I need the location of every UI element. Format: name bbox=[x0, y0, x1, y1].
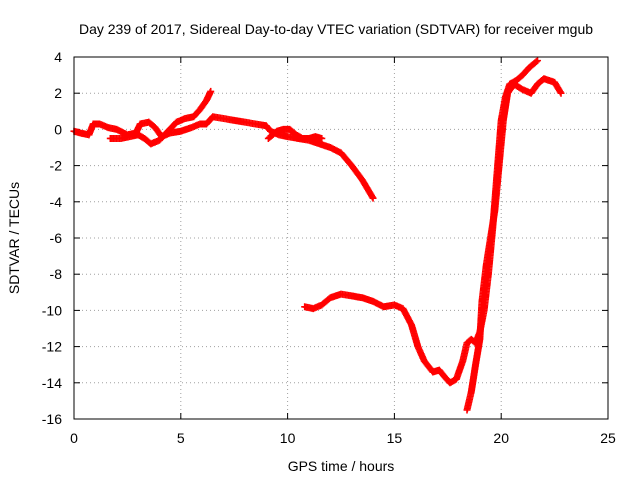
data-point-marker bbox=[369, 194, 377, 202]
data-layer bbox=[70, 57, 565, 414]
y-tick-label: -16 bbox=[42, 411, 62, 427]
ticks bbox=[73, 56, 609, 420]
plot-border bbox=[73, 56, 609, 420]
series-segment-5 bbox=[463, 75, 565, 414]
x-tick-label: 15 bbox=[387, 430, 403, 446]
y-tick-label: -14 bbox=[42, 375, 62, 391]
data-point-marker bbox=[556, 88, 564, 96]
y-tick-label: -10 bbox=[42, 302, 62, 318]
y-tick-label: -2 bbox=[50, 158, 63, 174]
data-point-marker bbox=[557, 89, 565, 97]
x-tick-label: 5 bbox=[177, 430, 185, 446]
x-tick-label: 20 bbox=[493, 430, 509, 446]
tick-labels: 0 5 10 15 20 25 -16 -14 -12 -10 -8 -6 -4 -2 0 2 4 bbox=[42, 49, 616, 446]
y-tick-label: -6 bbox=[50, 230, 63, 246]
y-tick-label: 0 bbox=[54, 121, 62, 137]
chart-title: Day 239 of 2017, Sidereal Day-to-day VTE… bbox=[79, 21, 593, 37]
x-axis-label: GPS time / hours bbox=[288, 458, 395, 474]
data-point-marker bbox=[532, 58, 540, 66]
x-tick-label: 25 bbox=[600, 430, 616, 446]
x-tick-label: 0 bbox=[70, 430, 78, 446]
y-tick-label: 4 bbox=[54, 49, 62, 65]
y-axis-label: SDTVAR / TECUs bbox=[6, 182, 22, 294]
y-tick-label: -8 bbox=[50, 266, 63, 282]
y-tick-label: 2 bbox=[54, 85, 62, 101]
data-point-marker bbox=[534, 57, 542, 65]
series-segment-2 bbox=[106, 87, 215, 148]
y-tick-label: -4 bbox=[50, 194, 63, 210]
x-tick-label: 10 bbox=[280, 430, 296, 446]
data-point-marker bbox=[207, 87, 215, 95]
y-tick-label: -12 bbox=[42, 339, 62, 355]
data-point-marker bbox=[318, 134, 326, 142]
series-segment-3 bbox=[264, 125, 326, 142]
